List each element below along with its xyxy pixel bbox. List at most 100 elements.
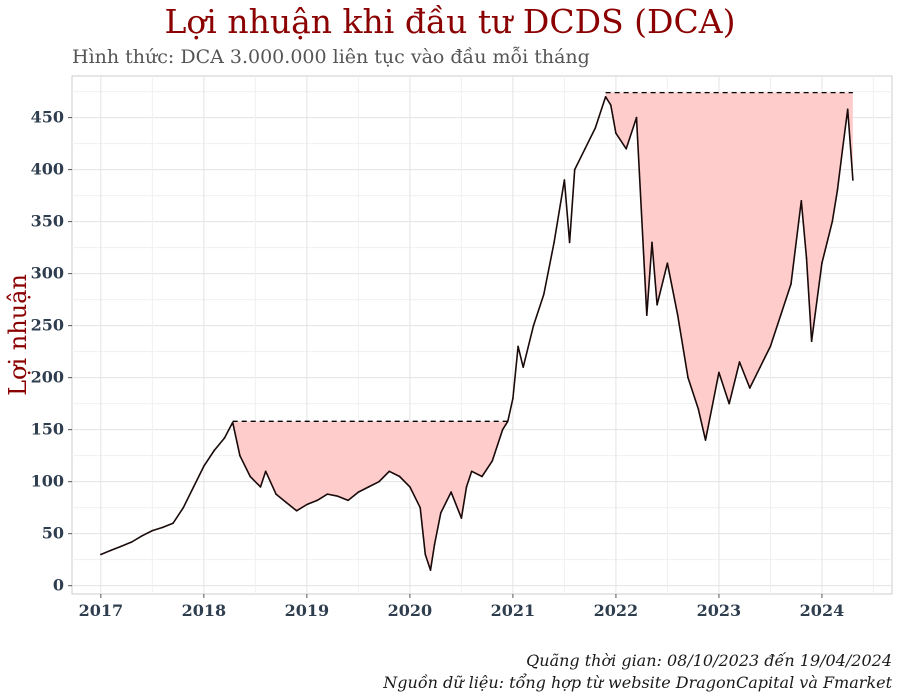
chart-subtitle: Hình thức: DCA 3.000.000 liên tục vào đầ…	[72, 46, 590, 68]
data-point	[712, 397, 715, 400]
data-point	[666, 262, 669, 265]
data-point	[831, 220, 834, 223]
data-point	[491, 460, 494, 462]
data-point	[810, 340, 813, 343]
data-point	[347, 499, 349, 502]
data-point	[563, 179, 566, 181]
data-point	[826, 241, 828, 244]
data-point	[450, 491, 452, 493]
data-point	[213, 449, 215, 452]
data-point	[687, 376, 689, 379]
data-point	[429, 569, 432, 571]
y-tick-label: 100	[31, 472, 64, 491]
data-point	[259, 486, 262, 488]
data-point	[306, 503, 308, 506]
y-tick-label: 400	[31, 160, 64, 179]
data-point	[460, 517, 463, 519]
y-tick-label: 300	[31, 264, 64, 283]
data-point	[249, 475, 252, 478]
data-point	[790, 283, 792, 285]
x-tick-label: 2019	[285, 601, 330, 620]
data-point	[728, 402, 731, 405]
data-point	[512, 397, 514, 400]
data-point	[852, 179, 854, 181]
data-point	[656, 304, 658, 306]
data-point	[161, 526, 164, 529]
data-point	[110, 549, 112, 552]
x-tick-label: 2018	[182, 601, 227, 620]
data-point	[398, 475, 401, 478]
data-point	[522, 366, 525, 369]
data-point	[805, 257, 808, 259]
data-point	[846, 108, 849, 111]
data-point	[594, 127, 597, 129]
data-point	[800, 200, 803, 202]
series-lines	[100, 96, 854, 571]
data-point	[378, 480, 380, 483]
x-tick-label: 2021	[491, 601, 536, 620]
data-point	[231, 421, 234, 424]
data-point	[141, 534, 143, 537]
data-point	[604, 96, 607, 98]
data-point	[465, 486, 468, 488]
data-point	[841, 148, 844, 150]
caption-source: Nguồn dữ liệu: tổng hợp từ website Drago…	[383, 673, 892, 692]
data-point	[419, 506, 421, 509]
data-point	[264, 470, 267, 473]
y-tick-label: 450	[31, 108, 64, 127]
data-point	[316, 499, 318, 502]
data-point	[718, 371, 720, 374]
y-axis: 0 50 100 150 200 250 300 350 400 450	[31, 108, 72, 595]
data-point	[130, 541, 133, 543]
data-point	[517, 345, 519, 348]
caption-period: Quãng thời gian: 08/10/2023 đến 19/04/20…	[526, 651, 892, 670]
data-point	[182, 506, 185, 509]
data-point	[646, 314, 648, 317]
x-tick-label: 2017	[79, 601, 124, 620]
data-point	[769, 345, 772, 348]
data-point	[779, 314, 782, 317]
data-point	[409, 486, 411, 488]
profit-line	[100, 96, 854, 571]
data-point	[388, 470, 391, 473]
data-point	[609, 104, 612, 106]
y-axis-title: Lợi nhuận	[4, 274, 32, 396]
data-point	[573, 168, 576, 171]
data-point	[424, 553, 427, 556]
x-tick-label: 2022	[594, 601, 639, 620]
data-point	[470, 470, 473, 473]
data-point	[100, 553, 102, 556]
data-point	[532, 324, 535, 327]
data-point	[223, 437, 226, 439]
data-point	[543, 293, 545, 296]
data-point	[697, 408, 700, 410]
y-tick-label: 50	[42, 524, 64, 543]
data-point	[836, 189, 839, 192]
x-tick-label: 2020	[388, 601, 433, 620]
chart-title: Lợi nhuận khi đầu tư DCDS (DCA)	[164, 2, 736, 41]
data-point	[192, 486, 195, 488]
data-point	[172, 522, 174, 525]
data-point	[584, 148, 586, 150]
drawdown-areas	[232, 92, 853, 571]
y-tick-label: 200	[31, 368, 64, 387]
data-point	[326, 493, 329, 495]
data-point	[439, 512, 442, 514]
y-tick-label: 350	[31, 212, 64, 231]
x-tick-label: 2024	[800, 601, 845, 620]
data-point	[738, 361, 741, 363]
data-point	[821, 262, 823, 265]
y-tick-label: 0	[53, 576, 64, 595]
data-point	[151, 529, 154, 532]
data-point	[651, 241, 653, 244]
peak-lines	[232, 91, 853, 422]
x-axis: 2017 2018 2019 2020 2021 2022 2023 2024	[79, 594, 845, 620]
drawdown-area	[232, 421, 508, 571]
data-point	[357, 491, 360, 493]
data-point	[295, 509, 298, 512]
data-point	[275, 493, 277, 495]
y-tick-label: 150	[31, 420, 64, 439]
drawdown-area	[605, 92, 853, 441]
data-point	[749, 387, 751, 389]
